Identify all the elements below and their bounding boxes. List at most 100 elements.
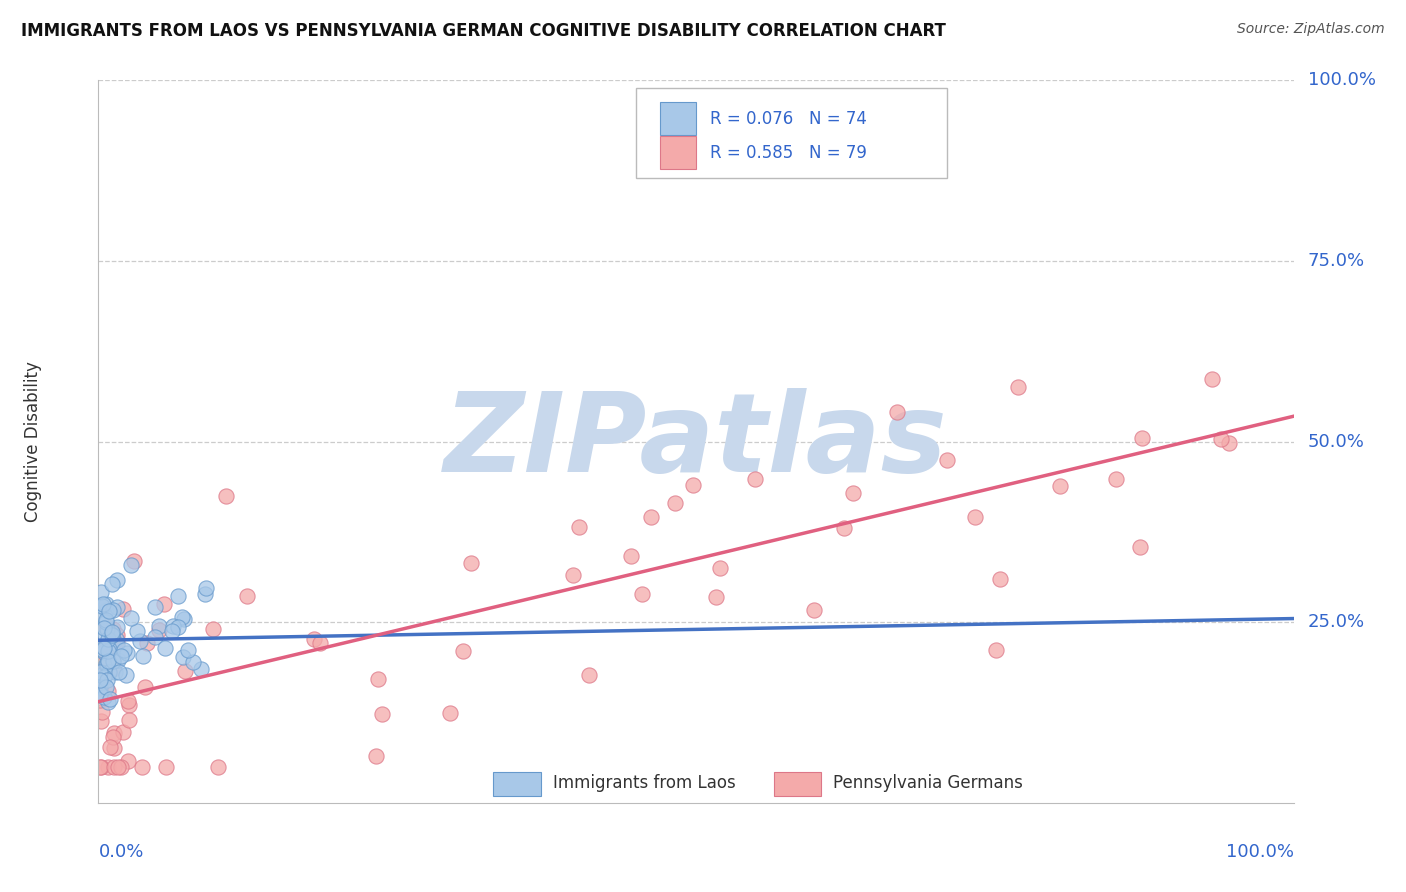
Point (309, 636, 332, 650)
Point (103, 726, 125, 740)
Point (110, 649, 132, 664)
Text: Source: ZipAtlas.com: Source: ZipAtlas.com (1237, 22, 1385, 37)
Point (117, 646, 139, 660)
Point (131, 760, 153, 774)
Point (98, 642, 121, 657)
Point (105, 620, 128, 634)
Point (94, 647, 117, 661)
Point (91, 597, 114, 611)
Point (1007, 380, 1029, 394)
Point (744, 472, 766, 486)
Point (936, 453, 959, 467)
Bar (494, 772, 541, 796)
Point (89, 687, 111, 701)
Point (460, 556, 482, 570)
Point (110, 760, 132, 774)
Point (103, 730, 125, 744)
Point (90, 610, 112, 624)
Point (236, 590, 259, 604)
Point (181, 655, 204, 669)
Point (101, 623, 124, 637)
Point (93, 621, 115, 635)
Point (148, 623, 170, 637)
Point (94, 680, 117, 694)
Point (108, 665, 131, 679)
Point (135, 636, 157, 650)
Text: 0.0%: 0.0% (98, 843, 143, 861)
Point (963, 509, 986, 524)
Point (94, 603, 117, 617)
Point (439, 706, 461, 721)
Point (97, 644, 120, 658)
Point (105, 628, 128, 642)
Point (128, 634, 150, 648)
Point (90, 714, 112, 728)
Point (114, 668, 136, 682)
Point (201, 622, 224, 636)
Point (166, 619, 188, 633)
Point (664, 496, 686, 510)
Point (89, 693, 111, 707)
Point (105, 573, 128, 587)
Point (166, 590, 188, 604)
Point (98, 627, 121, 641)
Text: ZIPatlas: ZIPatlas (444, 388, 948, 495)
Bar (661, 136, 696, 169)
Point (1211, 432, 1233, 446)
Point (120, 611, 142, 625)
Point (366, 748, 388, 763)
Point (104, 632, 127, 646)
Point (98, 739, 121, 754)
Point (215, 489, 238, 503)
Point (93, 645, 115, 659)
Text: 25.0%: 25.0% (1308, 613, 1365, 632)
Point (96, 673, 118, 687)
Point (706, 590, 728, 604)
Point (194, 581, 217, 595)
Text: Pennsylvania Germans: Pennsylvania Germans (834, 773, 1024, 791)
Point (103, 662, 125, 676)
Point (96, 684, 118, 698)
Point (101, 625, 124, 640)
Point (103, 740, 125, 755)
Point (91, 668, 114, 682)
Point (125, 624, 148, 638)
Point (682, 477, 704, 491)
Point (984, 643, 1007, 657)
Point (990, 572, 1012, 586)
Point (834, 521, 856, 535)
Point (101, 654, 124, 668)
Point (105, 599, 128, 614)
Point (132, 649, 155, 664)
Point (97, 695, 120, 709)
Text: Immigrants from Laos: Immigrants from Laos (553, 773, 735, 791)
Point (107, 760, 129, 774)
Text: 100.0%: 100.0% (1226, 843, 1294, 861)
Point (143, 630, 166, 644)
Point (89, 643, 111, 657)
Point (98, 691, 121, 706)
Point (143, 599, 166, 614)
Text: R = 0.585   N = 79: R = 0.585 N = 79 (710, 144, 868, 161)
Point (105, 637, 128, 651)
Point (103, 760, 125, 774)
Point (98, 665, 121, 679)
Point (97, 604, 120, 618)
Point (112, 724, 135, 739)
Point (96, 615, 118, 629)
Text: 50.0%: 50.0% (1308, 433, 1365, 450)
Point (97, 760, 120, 774)
Point (112, 643, 135, 657)
Point (1049, 478, 1071, 492)
Point (101, 628, 124, 642)
Point (1218, 435, 1240, 450)
Point (117, 754, 139, 768)
Point (1130, 431, 1153, 445)
Point (97, 655, 120, 669)
Point (93, 643, 115, 657)
Point (630, 587, 652, 601)
Point (104, 665, 127, 679)
Point (561, 568, 583, 582)
Point (118, 714, 141, 728)
Point (112, 602, 135, 616)
